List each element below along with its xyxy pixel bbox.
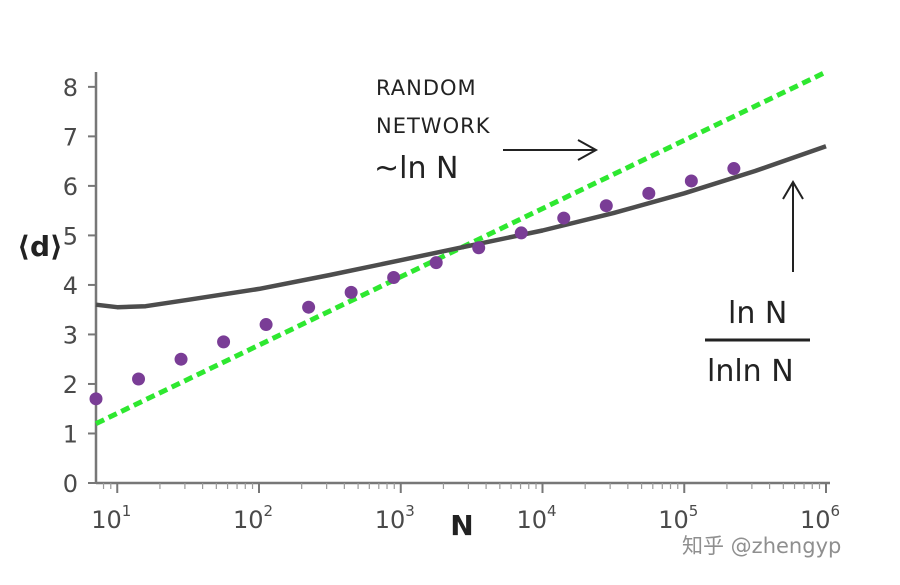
data-point [599, 199, 613, 213]
annotation-random: RANDOM [376, 76, 477, 100]
x-tick-label: 101 [91, 502, 131, 534]
y-tick-label: 5 [63, 222, 78, 250]
x-tick-label: 106 [800, 502, 840, 534]
y-tick-label: 6 [63, 173, 78, 201]
annotations: RANDOM NETWORK ~ln N ln N lnln N [374, 76, 810, 389]
x-tick-exponent: 3 [405, 502, 415, 520]
data-point [89, 392, 103, 406]
x-tick-label: 105 [658, 502, 698, 534]
data-point [514, 226, 528, 240]
annotation-network: NETWORK [376, 114, 491, 138]
data-point [557, 211, 571, 225]
x-tick-exponent: 1 [122, 502, 132, 520]
data-point [642, 186, 656, 200]
data-point [472, 241, 486, 255]
ratio-denominator: lnln N [707, 354, 794, 389]
x-tick-exponent: 5 [689, 502, 699, 520]
x-tick-label: 103 [375, 502, 415, 534]
x-axis-title: N [450, 509, 473, 542]
random-network-line [94, 69, 828, 426]
y-tick-label: 4 [63, 272, 78, 300]
axes: 0 1 2 3 4 5 6 7 8 101 102 103 104 105 106 ⟨d⟩ N [17, 72, 840, 542]
y-tick-label: 7 [63, 123, 78, 151]
data-point [132, 372, 146, 386]
x-tick-label: 104 [516, 502, 556, 534]
x-tick-label: 102 [233, 502, 273, 534]
data-point [302, 300, 316, 314]
x-tick-exponent: 4 [547, 502, 557, 520]
y-axis-title: ⟨d⟩ [17, 230, 63, 263]
data-point [174, 352, 188, 366]
data-point [429, 256, 443, 270]
series-layer [89, 69, 828, 426]
x-tick-exponent: 2 [264, 502, 274, 520]
data-point [344, 285, 358, 299]
annotation-ln-n: ~ln N [374, 151, 458, 186]
y-tick-label: 0 [63, 470, 78, 498]
y-tick-label: 2 [63, 371, 78, 399]
x-tick-exponent: 6 [831, 502, 841, 520]
data-point [684, 174, 698, 188]
data-point [217, 335, 231, 349]
ln-lnln-curve [95, 144, 827, 310]
y-tick-label: 1 [63, 420, 78, 448]
watermark: 知乎 @zhengyp [682, 534, 841, 558]
y-tick-label: 3 [63, 321, 78, 349]
data-point [387, 271, 401, 284]
data-point [259, 318, 273, 332]
arrow-up-head [782, 180, 804, 200]
data-point [727, 162, 741, 176]
y-tick-label: 8 [63, 74, 78, 102]
arrow-right-head [577, 139, 599, 161]
ratio-numerator: ln N [728, 296, 787, 331]
